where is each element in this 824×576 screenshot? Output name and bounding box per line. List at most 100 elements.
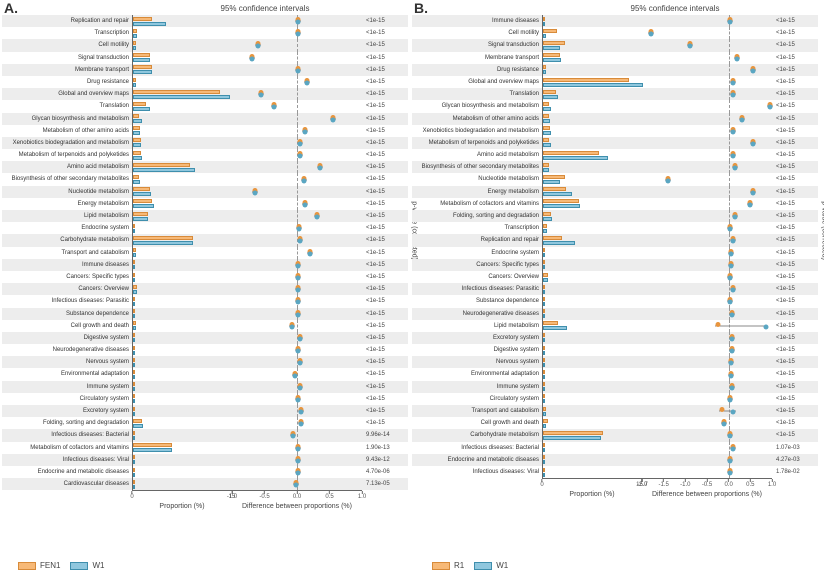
p-value: <1e-15 <box>772 15 814 27</box>
diff-cell <box>232 210 362 222</box>
legend-item: W1 <box>474 561 508 570</box>
bar-group <box>542 332 642 344</box>
bar-series-a <box>133 321 136 325</box>
diff-point-b <box>296 471 301 476</box>
diff-point-b <box>297 336 302 341</box>
category-label: Glycan biosynthesis and metabolism <box>2 113 132 125</box>
diff-cell <box>232 320 362 332</box>
chart-area: Immune diseases<1e-15Cell motility<1e-15… <box>412 15 818 504</box>
zero-line <box>297 76 298 88</box>
category-label: Xenobiotics biodegradation and metabolis… <box>412 125 542 137</box>
chart-row: Xenobiotics biodegradation and metabolis… <box>412 125 818 137</box>
p-value: <1e-15 <box>362 247 404 259</box>
diff-point-b <box>317 166 322 171</box>
category-label: Substance dependence <box>2 308 132 320</box>
category-label: Replication and repair <box>412 234 542 246</box>
diff-point-b <box>296 288 301 293</box>
zero-line <box>729 27 730 39</box>
bar-series-a <box>133 358 135 362</box>
category-label: Infectious diseases: Parasitic <box>412 283 542 295</box>
bar-series-a <box>543 41 565 45</box>
bar-group <box>132 320 232 332</box>
diff-cell <box>642 283 772 295</box>
chart-row: Drug resistance<1e-15 <box>2 76 408 88</box>
diff-cell <box>642 344 772 356</box>
chart-row: Metabolism of terpenoids and polyketides… <box>412 137 818 149</box>
bar-group <box>132 332 232 344</box>
category-label: Amino acid metabolism <box>412 149 542 161</box>
bar-series-a <box>543 285 545 289</box>
bar-series-a <box>133 17 152 21</box>
bar-group <box>542 173 642 185</box>
diff-point-b <box>296 263 301 268</box>
bar-series-b <box>133 217 148 221</box>
diff-point-b <box>296 349 301 354</box>
category-label: Environmental adaptation <box>2 368 132 380</box>
diff-cell <box>232 173 362 185</box>
zero-line <box>297 52 298 64</box>
category-label: Cardiovascular diseases <box>2 478 132 490</box>
zero-line <box>297 320 298 332</box>
chart-row: Neurodegenerative diseases<1e-15 <box>2 344 408 356</box>
bar-group <box>542 234 642 246</box>
bar-series-b <box>133 473 135 477</box>
chart-row: Nervous system<1e-15 <box>412 356 818 368</box>
chart-row: Infectious diseases: Bacterial9.96e-14 <box>2 429 408 441</box>
p-value: <1e-15 <box>362 39 404 51</box>
category-label: Translation <box>412 88 542 100</box>
bar-axis: 015.7Proportion (%) <box>542 478 642 504</box>
category-label: Folding, sorting and degradation <box>2 417 132 429</box>
bar-series-a <box>133 187 150 191</box>
category-label: Cancers: Overview <box>412 271 542 283</box>
tick: 0.0 <box>724 479 732 488</box>
bar-group <box>542 100 642 112</box>
p-value: <1e-15 <box>772 88 814 100</box>
legend-swatch <box>70 562 88 570</box>
p-value: <1e-15 <box>362 356 404 368</box>
chart-row: Substance dependence<1e-15 <box>2 308 408 320</box>
bar-series-b <box>543 156 608 160</box>
bar-series-a <box>133 78 136 82</box>
zero-line <box>297 173 298 185</box>
category-label: Digestive system <box>412 344 542 356</box>
p-value: <1e-15 <box>772 52 814 64</box>
bar-group <box>542 186 642 198</box>
diff-cell <box>642 161 772 173</box>
chart-row: Endocrine system<1e-15 <box>2 222 408 234</box>
zero-line <box>729 137 730 149</box>
diff-cell <box>232 88 362 100</box>
bar-series-a <box>133 163 190 167</box>
panel-title: 95% confidence intervals <box>122 4 408 13</box>
bar-group <box>542 466 642 478</box>
bar-series-b <box>543 83 643 87</box>
bar-series-b <box>543 192 572 196</box>
category-label: Immune diseases <box>412 15 542 27</box>
bar-group <box>132 478 232 490</box>
category-label: Infectious diseases: Viral <box>412 466 542 478</box>
bar-group <box>132 186 232 198</box>
bar-group <box>542 308 642 320</box>
bar-series-a <box>133 309 135 313</box>
chart-row: Global and overview maps<1e-15 <box>412 76 818 88</box>
chart-row: Excretory system<1e-15 <box>412 332 818 344</box>
category-label: Transcription <box>2 27 132 39</box>
chart-row: Glycan biosynthesis and metabolism<1e-15 <box>412 100 818 112</box>
bar-group <box>542 454 642 466</box>
error-bar <box>715 325 769 326</box>
diff-point-b <box>731 93 736 98</box>
diff-point-b <box>731 446 736 451</box>
category-label: Signal transduction <box>2 52 132 64</box>
bar-axis-label: Proportion (%) <box>542 491 642 498</box>
diff-point-b <box>298 410 303 415</box>
chart-row: Nucleotide metabolism<1e-15 <box>412 173 818 185</box>
diff-cell <box>642 368 772 380</box>
category-label: Amino acid metabolism <box>2 161 132 173</box>
bar-axis: 015Proportion (%) <box>132 490 232 516</box>
bar-series-b <box>543 58 561 62</box>
p-value: <1e-15 <box>362 320 404 332</box>
bar-series-b <box>133 22 166 26</box>
category-label: Signal transduction <box>412 39 542 51</box>
category-label: Environmental adaptation <box>412 368 542 380</box>
diff-cell <box>232 295 362 307</box>
p-value: 1.78e-02 <box>772 466 814 478</box>
